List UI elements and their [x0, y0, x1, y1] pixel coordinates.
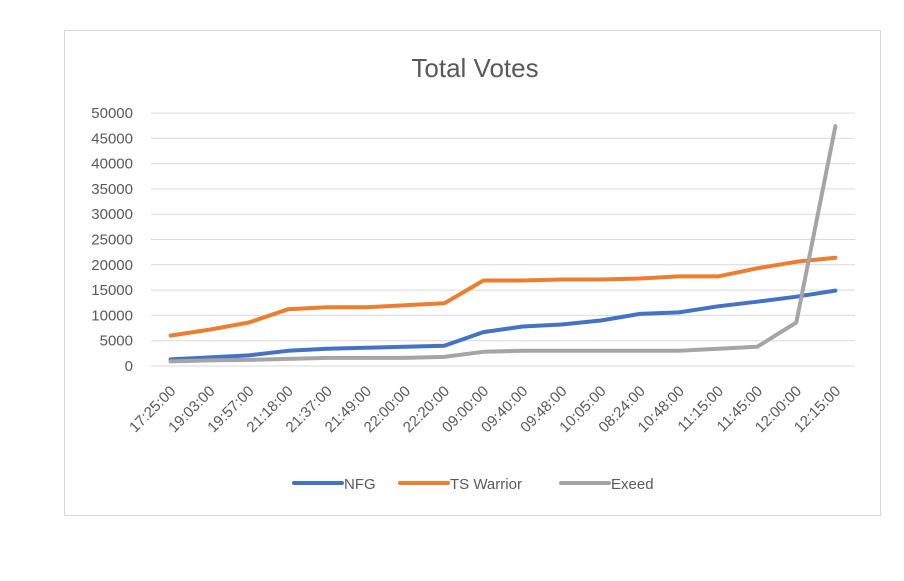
y-tick-label: 40000	[91, 156, 133, 173]
y-tick-label: 30000	[91, 206, 133, 223]
series-line-ts-warrior	[168, 255, 838, 338]
legend-label: Exeed	[611, 476, 654, 493]
y-tick-label: 20000	[91, 257, 133, 274]
x-axis-ticks: 17:25:0019:03:0019:57:0021:18:0021:37:00…	[126, 383, 844, 436]
series-line-nfg	[168, 288, 838, 362]
y-tick-label: 50000	[91, 105, 133, 122]
y-tick-label: 5000	[100, 333, 133, 350]
y-tick-label: 35000	[91, 181, 133, 198]
legend-item-ts-warrior: TS Warrior	[398, 476, 522, 493]
legend: NFG TS Warrior Exeed	[292, 476, 654, 493]
y-tick-label: 25000	[91, 232, 133, 249]
y-tick-label: 15000	[91, 282, 133, 299]
y-tick-label: 0	[125, 358, 133, 375]
chart-title: Total Votes	[411, 53, 538, 83]
y-axis-ticks: 0 5000 10000 15000 20000 25000 30000 35000 40000…	[91, 105, 133, 375]
series-line-exeed	[168, 124, 838, 364]
chart-frame: Total Votes 0 5000 10000 15000 20000 25000 300…	[64, 30, 881, 516]
legend-label: NFG	[344, 476, 376, 493]
legend-label: TS Warrior	[450, 476, 522, 493]
series-lines	[168, 124, 838, 364]
legend-item-exeed: Exeed	[559, 476, 654, 493]
legend-item-nfg: NFG	[292, 476, 376, 493]
y-tick-label: 10000	[91, 307, 133, 324]
line-chart: Total Votes 0 5000 10000 15000 20000 25000 300…	[91, 53, 855, 493]
y-tick-label: 45000	[91, 130, 133, 147]
